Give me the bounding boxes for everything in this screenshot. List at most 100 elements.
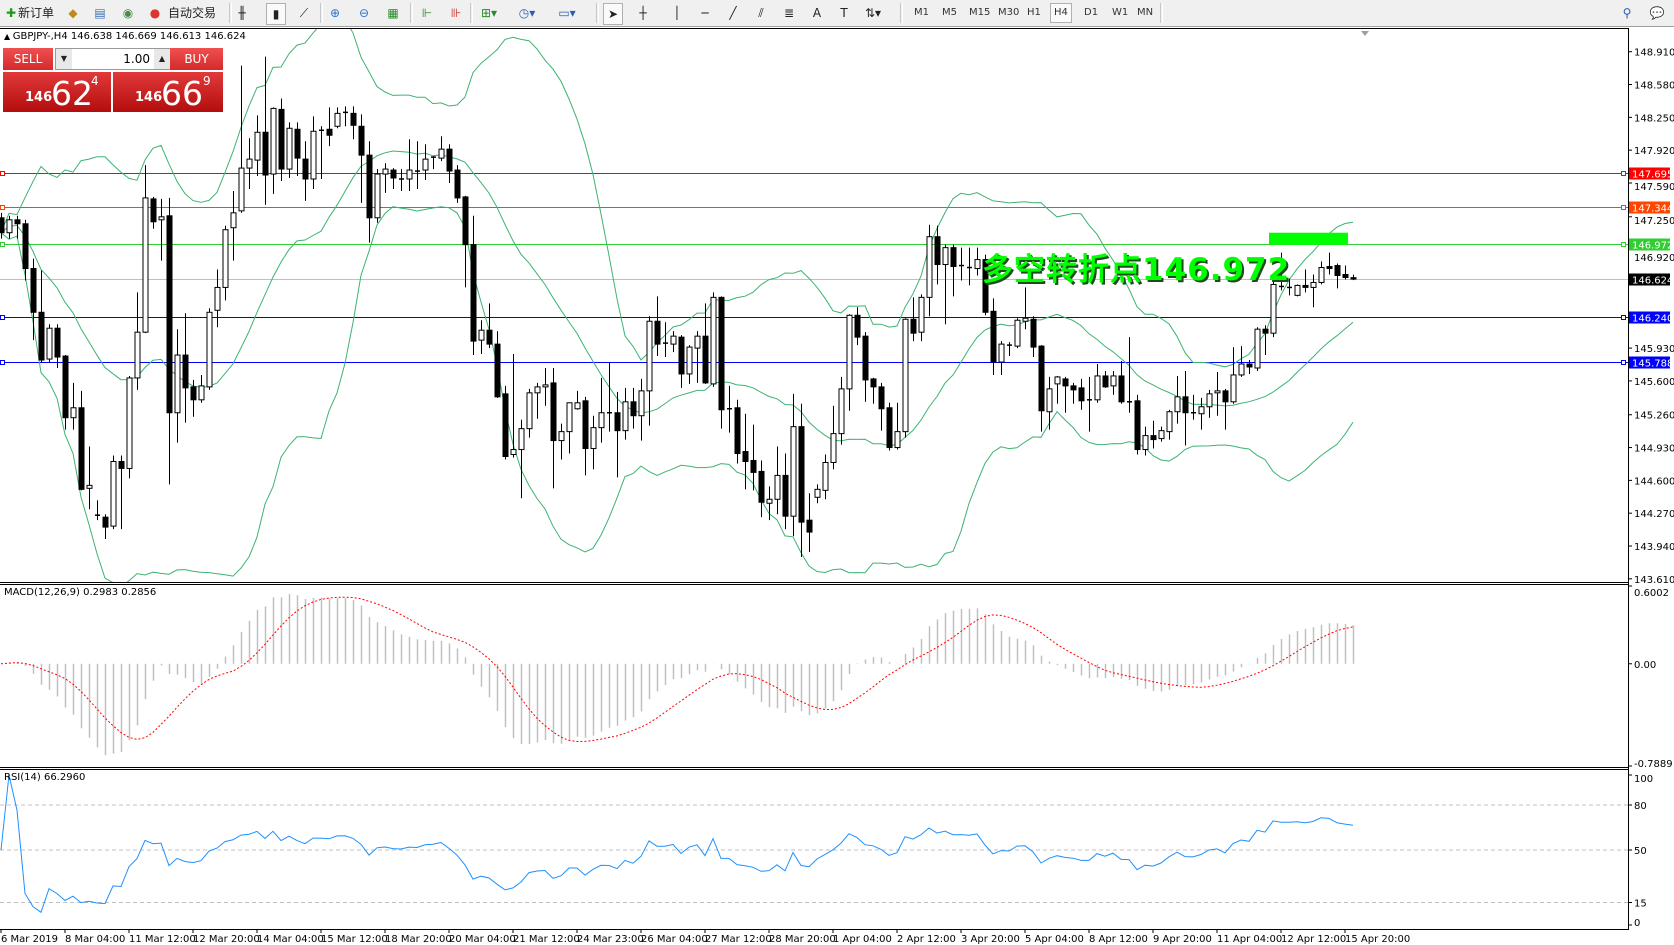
sell-price-box[interactable]: 146 62 4 [3,72,111,112]
cursor-icon[interactable]: ➤ [603,3,623,25]
candle-body-bull [110,460,117,527]
buy-price-box[interactable]: 146 66 9 [113,72,223,112]
fibonacci-icon[interactable]: ≣ [783,6,795,20]
candle [446,144,453,183]
timeframe-d1[interactable]: D1 [1084,7,1099,18]
candle [382,163,389,193]
zoom-out-icon[interactable]: ⊖ [358,6,370,20]
auto-trading-icon[interactable]: ● [149,6,161,20]
equidistant-channel-icon[interactable]: ⫽ [758,6,764,20]
candle [1342,265,1349,280]
timeframe-m1[interactable]: M1 [914,7,929,18]
candle [350,106,357,140]
lot-value[interactable]: 1.00 [123,52,150,66]
chat-icon[interactable]: 💬 [1649,6,1665,20]
toolbar-separator [470,3,473,23]
candle-body-bear [470,244,477,342]
time-tick-label: 8 Mar 04:00 [65,934,125,945]
level-price-tag [1629,201,1670,214]
timeframe-w1[interactable]: W1 [1112,7,1129,18]
tile-windows-icon[interactable]: ▦ [387,6,399,20]
candle-body-bear [294,128,301,159]
candle-body-bear [950,247,957,268]
trendline-icon[interactable]: ╱ [729,6,737,20]
candle-body-bull [1046,388,1053,413]
candle [374,169,381,223]
buy-button[interactable]: BUY [170,48,223,70]
price-tick-label: 147.590 [1634,182,1674,193]
auto-trading-button[interactable]: 自动交易 [168,6,217,20]
new-order-icon[interactable]: ✚ [5,6,17,20]
chart-shift-icon[interactable]: ⊪ [450,6,462,20]
candle-body-bear [62,355,69,419]
timeframe-m5[interactable]: M5 [942,7,957,18]
timeframe-m15[interactable]: M15 [969,7,991,18]
candle-body-bear [702,335,709,384]
market-watch-icon[interactable]: ◆ [68,6,78,20]
data-window-icon[interactable]: ▤ [94,6,106,20]
timeframe-h4[interactable]: H4 [1050,3,1072,23]
line-chart-icon[interactable]: ⟋ [299,6,309,20]
text-icon[interactable]: A [812,6,822,20]
candle [678,335,685,388]
collapse-triangle-icon[interactable]: ▲ [4,32,13,41]
text-label-icon[interactable]: T [840,6,848,20]
toolbar-separator [1160,3,1163,23]
candle [14,215,21,239]
macd-scale-label: 0.6002 [1634,588,1669,599]
sell-button[interactable]: SELL [3,48,53,70]
horizontal-line-icon[interactable]: ─ [701,6,709,20]
candle-body-bear [262,131,269,176]
candle [1102,370,1109,388]
timeframe-h1[interactable]: H1 [1027,7,1041,18]
time-tick-label: 27 Mar 12:00 [705,934,772,945]
candle-body-bear [614,412,621,432]
lot-increase-icon[interactable]: ▲ [154,49,170,69]
candle-body-bear [358,125,365,156]
level-handle-left [0,242,5,247]
candle-body-bear [1326,266,1333,270]
timeframe-m30[interactable]: M30 [998,7,1020,18]
indicators-dropdown-icon[interactable]: ⊞▾ [480,6,498,20]
candle [294,122,301,177]
candle-body-bear [1038,345,1045,412]
navigator-icon[interactable]: ◉ [122,6,134,20]
candle [862,332,869,402]
candle [1238,346,1245,377]
candle-body-bear [350,112,357,126]
crosshair-icon[interactable]: ┼ [639,6,647,20]
templates-dropdown-icon[interactable]: ▭▾ [558,6,576,20]
candle-body-bear [390,169,397,179]
candle-body-bear [854,314,861,338]
candle [1174,375,1181,424]
candle [310,116,317,189]
new-order-button[interactable]: 新订单 [18,6,55,20]
lot-size-input[interactable]: ▼ 1.00 ▲ [55,48,171,70]
vertical-line-icon[interactable]: │ [673,6,681,20]
candle-body-bear [494,343,501,398]
bollinger-middle [0,150,1354,447]
timeframe-mn[interactable]: MN [1137,7,1154,18]
candle-body-bull [518,428,525,451]
bar-chart-icon[interactable]: ╫ [238,6,246,20]
zoom-in-icon[interactable]: ⊕ [329,6,341,20]
periods-dropdown-icon[interactable]: ◷▾ [518,6,536,20]
candle [1254,327,1261,371]
lot-decrease-icon[interactable]: ▼ [56,49,72,69]
candle-body-bull [1110,375,1117,387]
candle [959,247,964,281]
level-price-tag [1629,311,1670,324]
candle [1334,263,1341,289]
candle [814,484,821,504]
search-icon[interactable]: ⚲ [1622,6,1632,20]
candle [1150,420,1157,449]
candle-body-bear [1246,363,1253,368]
candle [502,385,509,460]
price-tick-label: 144.270 [1634,509,1674,520]
auto-scroll-icon[interactable]: ⊩ [421,6,433,20]
candle [238,65,245,213]
chart-shift-marker-icon[interactable] [1361,31,1369,36]
arrows-dropdown-icon[interactable]: ⇅▾ [864,6,882,20]
candlestick-chart-icon[interactable]: ▮ [266,3,286,25]
